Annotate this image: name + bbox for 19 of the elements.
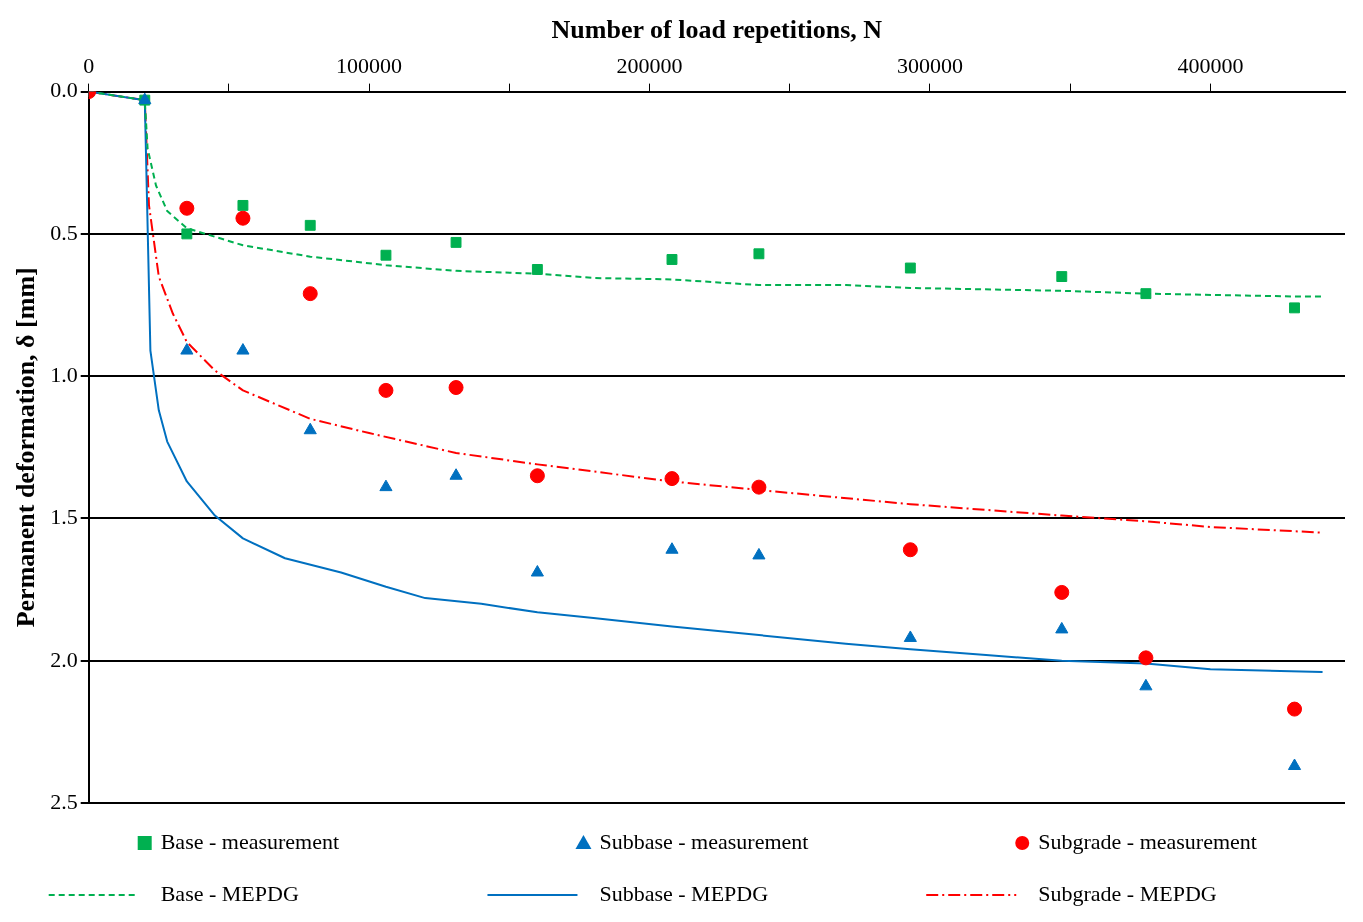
x-tick-label: 100000 [336, 53, 403, 79]
legend-label: Subgrade - MEPDG [1038, 880, 1217, 906]
legend-label: Base - MEPDG [160, 880, 299, 906]
legend-label: Subbase - MEPDG [599, 880, 769, 906]
x-tick-label: 0 [83, 53, 95, 79]
x-tick-label: 200000 [616, 53, 683, 79]
x-tick-label: 400000 [1177, 53, 1244, 79]
y-tick-label: 1.5 [50, 504, 78, 530]
x-axis-title: Number of load repetitions, N [551, 15, 883, 45]
legend-label: Base - measurement [160, 828, 340, 854]
legend-label: Subgrade - measurement [1038, 828, 1257, 854]
y-tick-label: 1.0 [50, 361, 78, 387]
y-tick-label: 2.5 [50, 788, 78, 814]
legend-label: Subbase - measurement [599, 828, 809, 854]
y-tick-label: 0.0 [50, 77, 78, 103]
y-tick-label: 2.0 [50, 646, 78, 672]
y-axis-title: Permanent deformation, δ [mm] [11, 267, 41, 628]
y-tick-label: 0.5 [50, 219, 78, 245]
x-tick-label: 300000 [896, 53, 963, 79]
